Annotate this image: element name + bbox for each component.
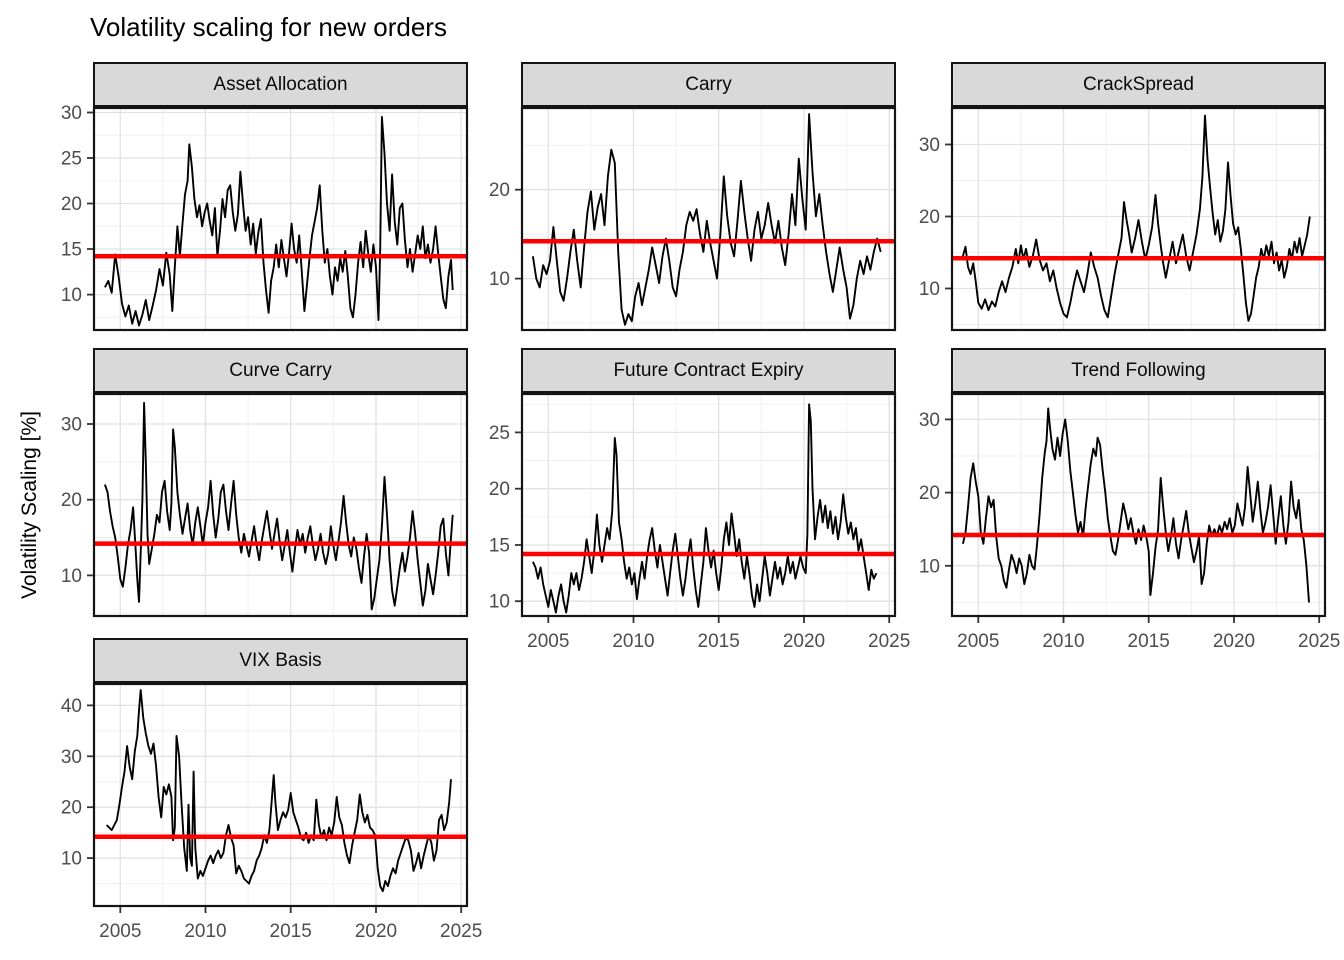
svg-text:10: 10: [489, 592, 510, 613]
facet-trend-following: Trend Following 10 20 30 2005 2010 2015 2020 20…: [919, 348, 1340, 652]
svg-text:30: 30: [919, 410, 940, 431]
page-title: Volatility scaling for new orders: [90, 12, 447, 42]
svg-text:25: 25: [489, 423, 510, 444]
facet-strip: Curve Carry: [93, 348, 468, 393]
svg-text:2025: 2025: [868, 631, 910, 652]
facet-crackspread: CrackSpread 10 20 30: [919, 62, 1327, 332]
y-axis-title: Volatility Scaling [%]: [18, 411, 41, 599]
facet-asset-allocation: Asset Allocation 10 15 20 25 30: [61, 62, 469, 332]
svg-text:10: 10: [61, 566, 82, 587]
svg-text:20: 20: [489, 180, 510, 201]
facet-future-contract-expiry: Future Contract Expiry 10 15 20 25 2005 2010 2…: [489, 348, 910, 652]
svg-text:2010: 2010: [184, 921, 226, 942]
svg-text:2025: 2025: [1298, 631, 1340, 652]
svg-text:20: 20: [489, 479, 510, 500]
svg-text:30: 30: [61, 103, 82, 124]
svg-text:2020: 2020: [783, 631, 825, 652]
facet-strip-label: CrackSpread: [1083, 73, 1194, 95]
svg-text:2010: 2010: [612, 631, 654, 652]
facet-panel-vix-basis: 10 20 30 40 2005 2010 2015 2020 2025: [61, 682, 482, 942]
svg-text:10: 10: [489, 269, 510, 290]
svg-text:2020: 2020: [355, 921, 397, 942]
svg-text:10: 10: [61, 285, 82, 306]
svg-text:2015: 2015: [698, 631, 740, 652]
svg-text:20: 20: [61, 798, 82, 819]
svg-text:15: 15: [61, 240, 82, 261]
svg-text:2020: 2020: [1213, 631, 1255, 652]
facet-strip-label: Carry: [685, 73, 732, 95]
svg-text:10: 10: [919, 279, 940, 300]
svg-text:20: 20: [919, 207, 940, 228]
facet-panel-curve-carry: 10 20 30: [61, 392, 469, 618]
svg-text:20: 20: [919, 483, 940, 504]
svg-text:25: 25: [61, 149, 82, 170]
svg-text:20: 20: [61, 194, 82, 215]
facet-strip-label: Trend Following: [1071, 359, 1206, 381]
facet-strip: Carry: [521, 62, 896, 107]
svg-text:2015: 2015: [1128, 631, 1170, 652]
svg-text:10: 10: [919, 556, 940, 577]
svg-text:2005: 2005: [527, 631, 569, 652]
svg-text:30: 30: [61, 747, 82, 768]
facet-strip-label: VIX Basis: [239, 649, 322, 671]
facet-strip: Future Contract Expiry: [521, 348, 896, 393]
svg-text:2015: 2015: [270, 921, 312, 942]
facet-strip-label: Future Contract Expiry: [613, 359, 804, 381]
svg-text:2010: 2010: [1042, 631, 1084, 652]
facet-strip: Asset Allocation: [93, 62, 468, 107]
svg-text:2005: 2005: [99, 921, 141, 942]
svg-text:30: 30: [919, 135, 940, 156]
facet-panel-trend-following: 10 20 30 2005 2010 2015 2020 2025: [919, 392, 1340, 652]
svg-text:2005: 2005: [957, 631, 999, 652]
facet-strip: CrackSpread: [951, 62, 1326, 107]
svg-text:30: 30: [61, 415, 82, 436]
svg-text:10: 10: [61, 849, 82, 870]
facet-carry: Carry 10 20: [489, 62, 897, 332]
svg-text:20: 20: [61, 490, 82, 511]
facet-curve-carry: Curve Carry 10 20 30: [61, 348, 469, 618]
facet-strip: Trend Following: [951, 348, 1326, 393]
facet-strip: VIX Basis: [93, 638, 468, 683]
facet-vix-basis: VIX Basis 10 20 30 40 2005 2010 2015 2020 2025: [61, 638, 482, 942]
facet-panel-asset-allocation: 10 15 20 25 30: [61, 103, 469, 332]
svg-text:40: 40: [61, 696, 82, 717]
facet-strip-label: Asset Allocation: [213, 73, 348, 95]
svg-text:15: 15: [489, 536, 510, 557]
svg-text:2025: 2025: [440, 921, 482, 942]
facet-strip-label: Curve Carry: [229, 359, 332, 381]
facet-panel-carry: 10 20: [489, 106, 897, 332]
facet-panel-crackspread: 10 20 30: [919, 106, 1327, 332]
